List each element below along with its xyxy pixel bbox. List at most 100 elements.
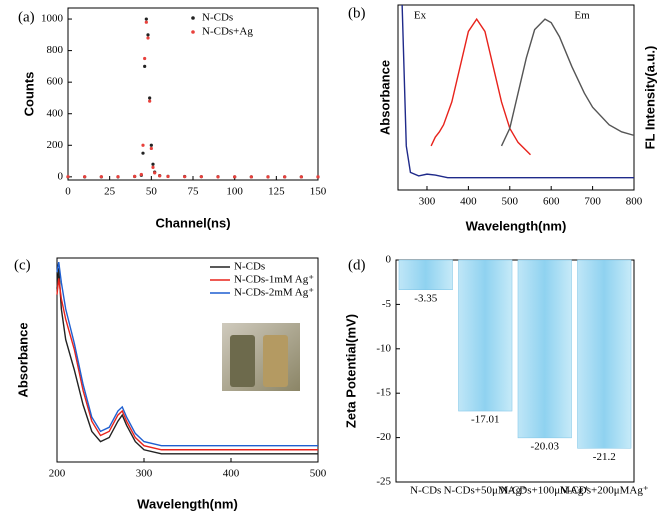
point <box>183 175 187 179</box>
point <box>144 20 148 24</box>
x-tick-label: 400 <box>223 468 240 480</box>
point <box>143 64 147 68</box>
legend-label: N-CDs+Ag <box>202 26 253 38</box>
plot-frame <box>56 257 319 463</box>
bar <box>517 259 572 439</box>
y-tick-label: 0 <box>58 170 64 182</box>
x-tick-label: 150 <box>310 186 327 198</box>
legend-label: N-CDs <box>234 261 265 273</box>
bar <box>458 259 513 412</box>
legend-label: N-CDs-1mM Ag⁺ <box>234 274 314 286</box>
series-line <box>500 18 635 147</box>
point <box>99 175 103 179</box>
annotation: Em <box>574 10 590 22</box>
inset-photo <box>222 323 300 391</box>
point <box>133 174 137 178</box>
point <box>151 162 155 166</box>
value-label: -21.2 <box>593 451 616 463</box>
plot-frame <box>397 4 635 191</box>
panel-label: (a) <box>18 9 35 25</box>
point <box>199 175 203 179</box>
point <box>139 172 143 177</box>
point <box>143 56 147 61</box>
x-tick-label: 125 <box>268 186 285 198</box>
bar <box>577 259 632 449</box>
point <box>151 165 155 169</box>
value-label: -17.01 <box>471 414 499 426</box>
y2-axis-label: FL Intensity(a.u.) <box>642 46 657 150</box>
annotation: Ex <box>414 10 427 22</box>
series-line <box>401 4 634 179</box>
x-tick-label: 50 <box>146 186 158 198</box>
y-axis-label: Absorbance <box>15 322 30 397</box>
y-axis-label: Counts <box>21 72 36 117</box>
value-label: -20.03 <box>531 440 560 452</box>
x-tick-label: 300 <box>419 196 436 208</box>
point <box>299 175 303 179</box>
x-tick-label: 600 <box>543 196 560 208</box>
panel-label: (b) <box>348 5 366 21</box>
x-tick-label: N-CDs <box>410 485 441 497</box>
point <box>166 174 170 179</box>
point <box>141 151 145 155</box>
legend-marker <box>191 16 195 20</box>
y-tick-label: -10 <box>376 342 391 354</box>
series-line <box>56 268 318 455</box>
series-line <box>56 261 318 447</box>
y-tick-label: -20 <box>376 431 391 443</box>
point <box>153 171 157 175</box>
y-tick-label: 400 <box>47 107 64 119</box>
y-tick-label: -25 <box>376 476 391 488</box>
value-label: -3.35 <box>414 292 437 304</box>
legend-label: N-CDs-2mM Ag⁺ <box>234 287 314 299</box>
legend-marker <box>191 30 195 34</box>
point <box>266 175 270 179</box>
panel-label: (c) <box>14 257 31 273</box>
x-tick-label: 300 <box>136 468 153 480</box>
point <box>148 96 152 100</box>
y-tick-label: 600 <box>47 76 64 88</box>
y-tick-label: -5 <box>382 298 392 310</box>
point <box>141 143 145 147</box>
x-tick-label: N-CDs+200μMAg⁺ <box>560 485 649 497</box>
point <box>283 175 287 179</box>
x-tick-label: 500 <box>502 196 519 208</box>
plot-frame <box>395 259 635 483</box>
series-line <box>56 278 318 451</box>
y-tick-label: 1000 <box>41 13 64 25</box>
x-tick-label: 700 <box>584 196 601 208</box>
legend-label: N-CDs <box>202 12 233 24</box>
y-tick-label: 800 <box>47 44 64 56</box>
x-tick-label: N-CDs+50μMAg⁺ <box>444 485 527 497</box>
y-axis-label: Absorbance <box>377 60 392 135</box>
x-tick-label: 100 <box>226 186 243 198</box>
point <box>83 175 87 179</box>
panel-label: (d) <box>348 257 366 273</box>
x-tick-label: 200 <box>49 468 66 480</box>
point <box>66 175 70 179</box>
point <box>148 99 152 103</box>
point <box>249 175 253 179</box>
point <box>146 36 150 40</box>
y-tick-label: 200 <box>47 139 64 151</box>
y-tick-label: -15 <box>376 387 391 399</box>
x-tick-label: 25 <box>104 186 116 198</box>
point <box>149 143 153 147</box>
point <box>158 174 162 178</box>
x-tick-label: N-CDs+100μMAg⁺ <box>500 485 589 497</box>
x-tick-label: 0 <box>65 186 71 198</box>
x-tick-label: 75 <box>188 186 200 198</box>
bar <box>398 259 453 290</box>
point <box>216 175 220 179</box>
x-tick-label: 500 <box>310 468 327 480</box>
point <box>116 175 120 179</box>
x-axis-label: Wavelength(nm) <box>466 218 567 233</box>
y-axis-label: Zeta Potential(mV) <box>343 314 358 428</box>
point <box>233 175 237 179</box>
point <box>316 175 320 179</box>
x-axis-label: Channel(ns) <box>155 215 230 230</box>
x-tick-label: 400 <box>460 196 477 208</box>
point <box>144 17 148 21</box>
series-line <box>430 17 531 156</box>
